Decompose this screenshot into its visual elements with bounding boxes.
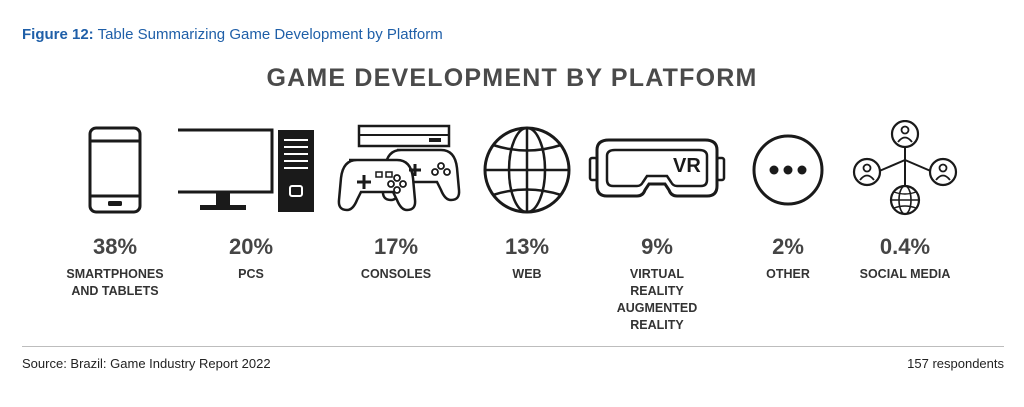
desktop-pc-icon xyxy=(178,120,316,220)
platform-column-pcs: 20% PCS xyxy=(178,120,316,340)
value-label: 20% xyxy=(228,234,274,259)
value-label: 9% xyxy=(641,234,673,259)
category-label-line: REALITY xyxy=(630,318,684,332)
category-label-line: SMARTPHONES xyxy=(66,267,164,281)
value-label: 0.4% xyxy=(879,234,931,259)
platform-column-vr: VR 9% VIRTUAL REALITY AUGMENTED REALITY xyxy=(588,120,726,340)
vr-headset-icon: VR xyxy=(588,120,726,220)
respondents-count: 157 respondents xyxy=(907,356,1004,371)
chart-title: GAME DEVELOPMENT BY PLATFORM xyxy=(266,64,758,92)
source-note: Source: Brazil: Game Industry Report 202… xyxy=(22,356,271,371)
value-label: 38% xyxy=(92,234,138,259)
figure-caption-text: Table Summarizing Game Development by Pl… xyxy=(97,26,443,43)
globe-icon xyxy=(462,120,592,220)
category-label: VIRTUAL REALITY AUGMENTED REALITY xyxy=(592,266,722,334)
category-label-line: VIRTUAL xyxy=(629,267,685,281)
value-label: 2% xyxy=(772,234,804,259)
category-label-line: WEB xyxy=(512,267,542,281)
category-label-line: AND TABLETS xyxy=(71,284,159,298)
footer-divider xyxy=(22,346,1004,347)
category-label-line: AUGMENTED xyxy=(616,301,698,315)
category-label: SMARTPHONES AND TABLETS xyxy=(50,266,180,300)
category-label-line: PCS xyxy=(238,267,264,281)
category-label-line: OTHER xyxy=(766,267,810,281)
smartphone-icon xyxy=(50,120,180,220)
figure-number: Figure 12: xyxy=(22,26,94,43)
ellipsis-circle-icon xyxy=(723,120,853,220)
vr-icon-text: VR xyxy=(673,155,701,177)
category-label: CONSOLES xyxy=(331,266,461,283)
figure-caption: Figure 12: Table Summarizing Game Develo… xyxy=(22,26,443,43)
category-label: WEB xyxy=(462,266,592,283)
category-label: SOCIAL MEDIA xyxy=(840,266,970,283)
value-label: 17% xyxy=(373,234,419,259)
platform-column-consoles: 17% CONSOLES xyxy=(331,120,461,340)
category-label: PCS xyxy=(186,266,316,283)
platform-column-web: 13% WEB xyxy=(462,120,592,340)
platform-column-smartphones: 38% SMARTPHONES AND TABLETS xyxy=(50,120,180,340)
platform-column-other: 2% OTHER xyxy=(723,120,853,340)
social-network-icon xyxy=(840,120,970,220)
category-label-line: REALITY xyxy=(630,284,684,298)
category-label-line: SOCIAL MEDIA xyxy=(859,267,951,281)
platform-column-social-media: 0.4% SOCIAL MEDIA xyxy=(840,120,970,340)
category-label: OTHER xyxy=(723,266,853,283)
console-controllers-icon xyxy=(331,120,461,220)
category-label-line: CONSOLES xyxy=(360,267,432,281)
value-label: 13% xyxy=(504,234,550,259)
